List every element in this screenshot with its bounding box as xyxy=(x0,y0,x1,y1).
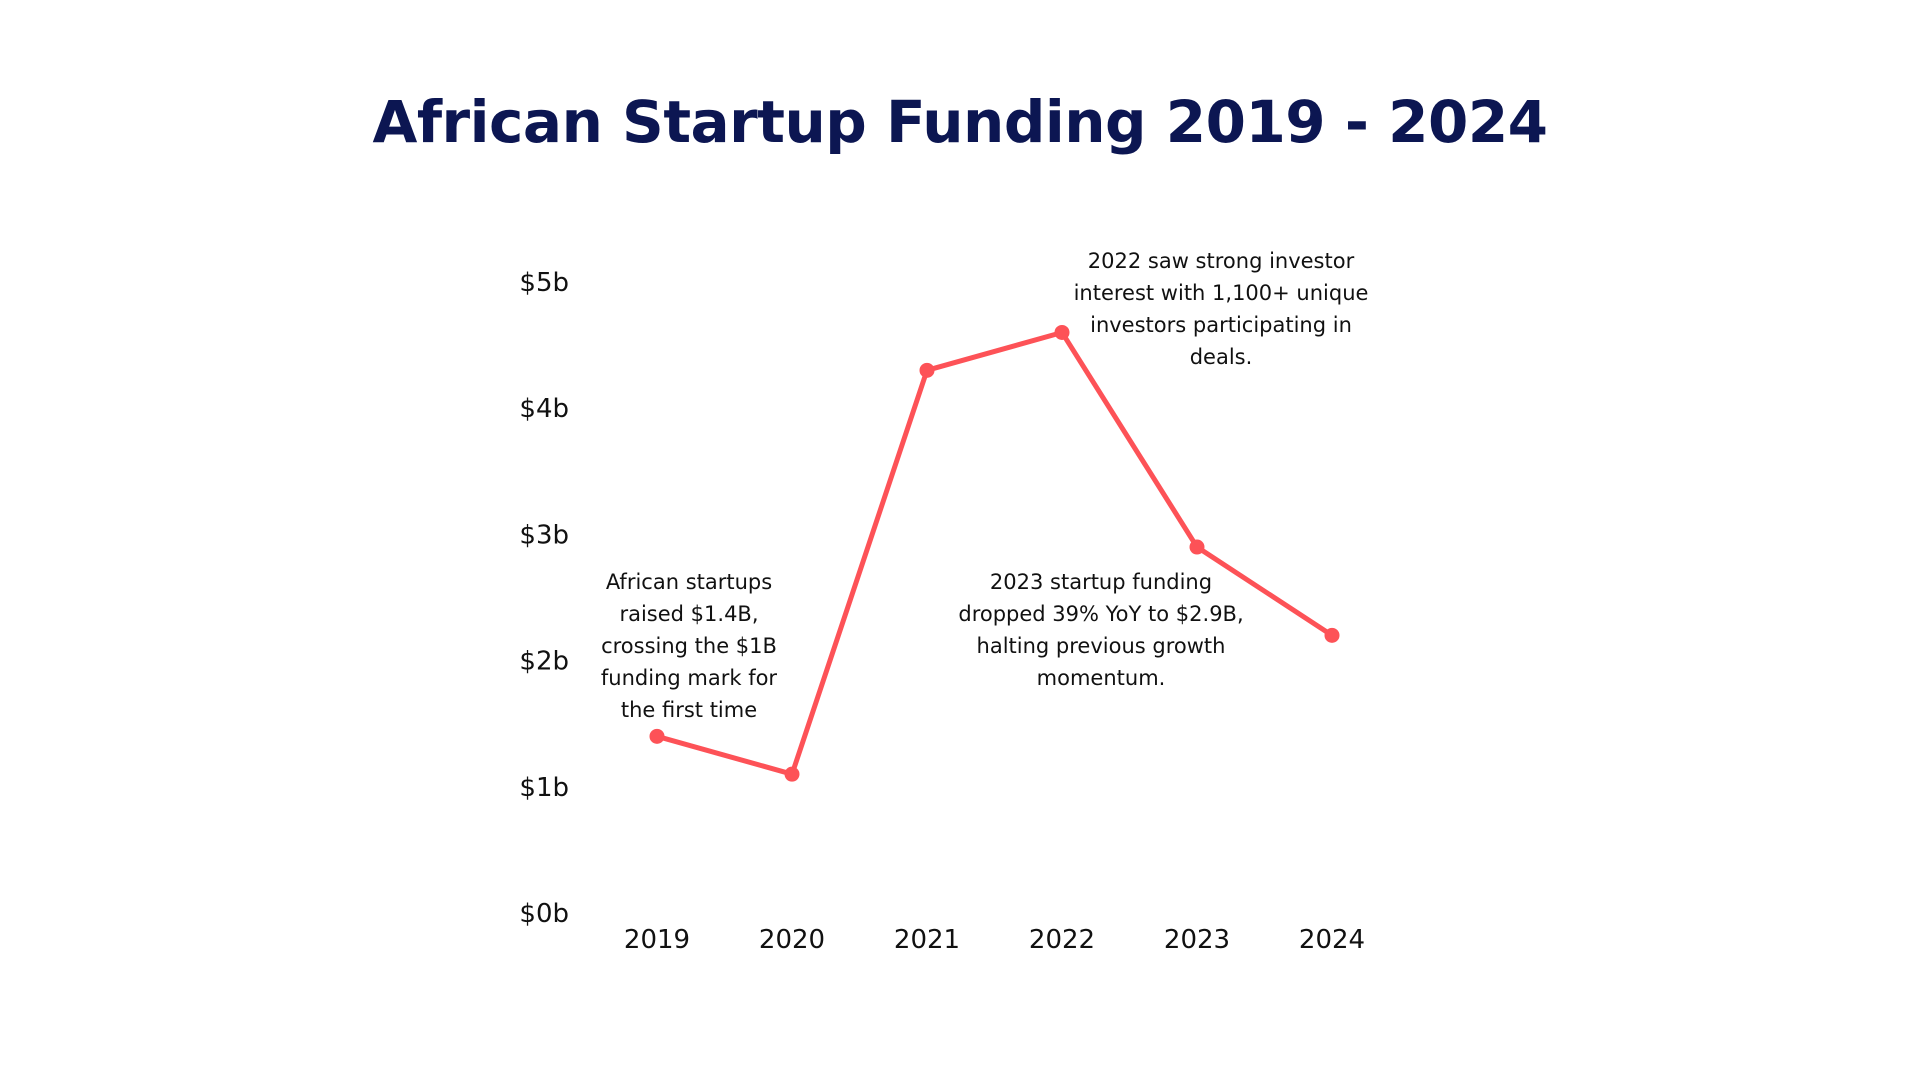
y-tick-label: $3b xyxy=(519,520,569,550)
chart-title: African Startup Funding 2019 - 2024 xyxy=(372,88,1548,156)
annotation-2023: 2023 startup funding dropped 39% YoY to … xyxy=(958,570,1244,690)
x-tick-label: 2024 xyxy=(1299,925,1365,955)
annotation-2019: African startups raised $1.4B, crossing … xyxy=(600,570,778,722)
data-point xyxy=(1054,324,1070,340)
x-tick-label: 2019 xyxy=(624,925,690,955)
y-tick-label: $0b xyxy=(519,899,569,929)
data-point xyxy=(784,766,800,782)
y-tick-label: $4b xyxy=(519,394,569,424)
x-tick-label: 2021 xyxy=(894,925,960,955)
y-tick-label: $1b xyxy=(519,773,569,803)
data-point xyxy=(649,728,665,744)
data-point xyxy=(1189,539,1205,555)
annotation-2022: 2022 saw strong investor interest with 1… xyxy=(1073,249,1369,369)
y-tick-label: $5b xyxy=(519,268,569,298)
data-point xyxy=(919,362,935,378)
y-tick-label: $2b xyxy=(519,647,569,677)
data-point xyxy=(1324,627,1340,643)
x-tick-label: 2022 xyxy=(1029,925,1095,955)
x-tick-label: 2023 xyxy=(1164,925,1230,955)
series-line xyxy=(656,329,1334,777)
x-tick-label: 2020 xyxy=(759,925,825,955)
